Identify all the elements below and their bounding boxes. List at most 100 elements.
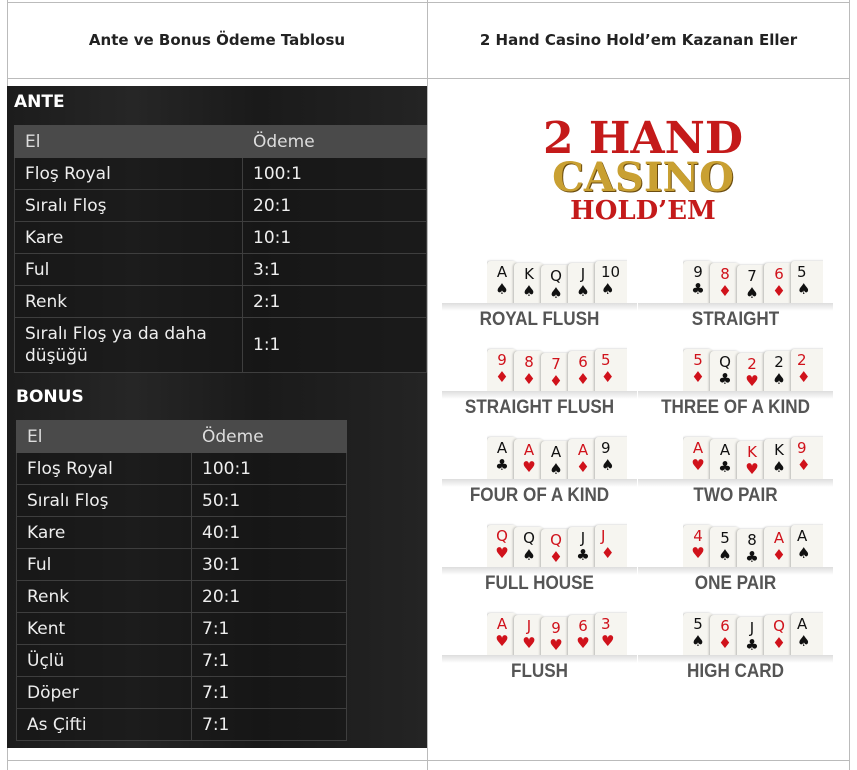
playing-card: 10 ♠	[595, 261, 627, 307]
playing-card: 4 ♥	[683, 525, 713, 571]
playing-card: Q ♠	[541, 265, 571, 307]
playing-card: A ♣	[487, 437, 517, 483]
card-rank: A	[719, 441, 731, 459]
divider	[7, 2, 850, 3]
hand-example: 5 ♠ 6 ♦ J ♣ Q ♦ A ♠ HIGH CARD	[638, 609, 833, 697]
divider	[849, 0, 850, 770]
suit-icon: ♥	[745, 460, 759, 478]
playing-card: 9 ♦	[791, 437, 823, 483]
card-rank: A	[797, 615, 808, 633]
card-rank: A	[773, 529, 785, 547]
suit-icon: ♥	[691, 456, 705, 474]
hand-name: THREE OF A KIND	[661, 397, 810, 418]
payout-cell: 100:1	[191, 452, 347, 485]
card-rank: Q	[773, 617, 785, 635]
table-row: Ful 30:1	[16, 548, 347, 581]
card-rank: J	[749, 619, 755, 637]
hand-name: STRAIGHT FLUSH	[464, 397, 615, 418]
playing-card: 6 ♦	[764, 263, 794, 307]
suit-icon: ♦	[797, 368, 811, 386]
card-rank: 2	[797, 351, 807, 369]
suit-icon: ♠	[549, 284, 563, 302]
suit-icon: ♠	[495, 280, 509, 298]
card-rank: 5	[693, 351, 703, 369]
playing-card: 8 ♣	[737, 529, 767, 571]
payout-cell: 20:1	[191, 580, 347, 613]
hand-cell: Üçlü	[16, 644, 192, 677]
card-rank: 2	[774, 353, 784, 371]
hand-name: FLUSH	[510, 661, 568, 682]
playing-card: K ♠	[514, 263, 544, 307]
col-header: El	[14, 125, 243, 158]
suit-icon: ♦	[772, 282, 786, 300]
card-rank: Q	[550, 267, 562, 285]
bonus-title: BONUS	[16, 387, 84, 407]
hand-example: 9 ♣ 8 ♦ 7 ♠ 6 ♦ 5 ♠ STRAIGHT	[638, 257, 833, 345]
suit-icon: ♠	[522, 282, 536, 300]
payout-cell: 30:1	[191, 548, 347, 581]
ante-title: ANTE	[14, 92, 65, 112]
card-fan: 5 ♠ 6 ♦ J ♣ Q ♦ A ♠	[683, 609, 823, 659]
card-fan: A ♠ K ♠ Q ♠ J ♠ 10 ♠	[487, 257, 627, 307]
playing-card: A ♦	[764, 527, 794, 571]
suit-icon: ♣	[745, 636, 759, 654]
card-shelf	[442, 303, 637, 311]
suit-icon: ♣	[495, 456, 509, 474]
hand-name: ROYAL FLUSH	[479, 309, 600, 330]
divider	[427, 0, 428, 770]
card-rank: Q	[550, 531, 562, 549]
playing-card: 7 ♦	[541, 353, 571, 395]
hand-example: Q ♥ Q ♠ Q ♦ J ♣ J ♦ FULL HOUSE	[442, 521, 637, 609]
right-header: 2 Hand Casino Hold’em Kazanan Eller	[479, 31, 798, 49]
hand-name: FULL HOUSE	[485, 573, 594, 594]
card-shelf	[442, 391, 637, 399]
hand-cell: Renk	[16, 580, 192, 613]
hand-cell: Sıralı Floş	[16, 484, 192, 517]
playing-card: A ♥	[683, 437, 713, 483]
suit-icon: ♦	[576, 370, 590, 388]
hand-cell: As Çifti	[16, 708, 192, 741]
bonus-table: El Ödeme Floş Royal 100:1 Sıralı Floş 50:1 Ka…	[16, 420, 347, 741]
suit-icon: ♦	[601, 368, 615, 386]
card-rank: K	[524, 265, 534, 283]
card-rank: A	[523, 441, 535, 459]
card-rank: 9	[693, 263, 703, 281]
payout-cell: 7:1	[191, 676, 347, 709]
hand-cell: Sıralı Floş ya da daha düşüğü	[14, 317, 243, 373]
card-rank: A	[577, 441, 589, 459]
card-rank: 7	[551, 355, 561, 373]
playing-card: 9 ♦	[487, 349, 517, 395]
suit-icon: ♠	[576, 282, 590, 300]
suit-icon: ♠	[549, 460, 563, 478]
hand-cell: Ful	[14, 253, 243, 286]
suit-icon: ♠	[797, 544, 811, 562]
card-fan: A ♥ A ♣ K ♥ K ♠ 9 ♦	[683, 433, 823, 483]
suit-icon: ♦	[718, 634, 732, 652]
playing-card: 9 ♠	[595, 437, 627, 483]
card-rank: A	[496, 615, 508, 633]
card-shelf	[442, 655, 637, 663]
card-fan: 5 ♦ Q ♣ 2 ♥ 2 ♠ 2 ♦	[683, 345, 823, 395]
suit-icon: ♠	[691, 632, 705, 650]
playing-card: 6 ♥	[568, 615, 598, 659]
card-rank: 8	[720, 265, 730, 283]
playing-card: 6 ♦	[710, 615, 740, 659]
card-rank: 5	[720, 529, 730, 547]
card-rank: 4	[693, 527, 703, 545]
left-header: Ante ve Bonus Ödeme Tablosu	[88, 31, 346, 49]
card-shelf	[638, 391, 833, 399]
card-rank: A	[797, 527, 808, 545]
col-header: El	[16, 420, 192, 453]
card-rank: J	[601, 527, 606, 545]
hand-example: A ♣ A ♥ A ♠ A ♦ 9 ♠ FOUR OF A KIND	[442, 433, 637, 521]
playing-card: J ♦	[595, 525, 627, 571]
playing-card: 5 ♦	[595, 349, 627, 395]
card-rank: A	[550, 443, 562, 461]
card-rank: 5	[601, 351, 611, 369]
payout-panel: ANTE El Ödeme Floş Royal 100:1 Sıralı Floş 2…	[7, 86, 427, 748]
card-rank: Q	[496, 527, 508, 545]
card-rank: 9	[601, 439, 611, 457]
ante-table: El Ödeme Floş Royal 100:1 Sıralı Floş 20:1 Ka…	[14, 125, 427, 373]
card-shelf	[638, 655, 833, 663]
payout-cell: 7:1	[191, 708, 347, 741]
